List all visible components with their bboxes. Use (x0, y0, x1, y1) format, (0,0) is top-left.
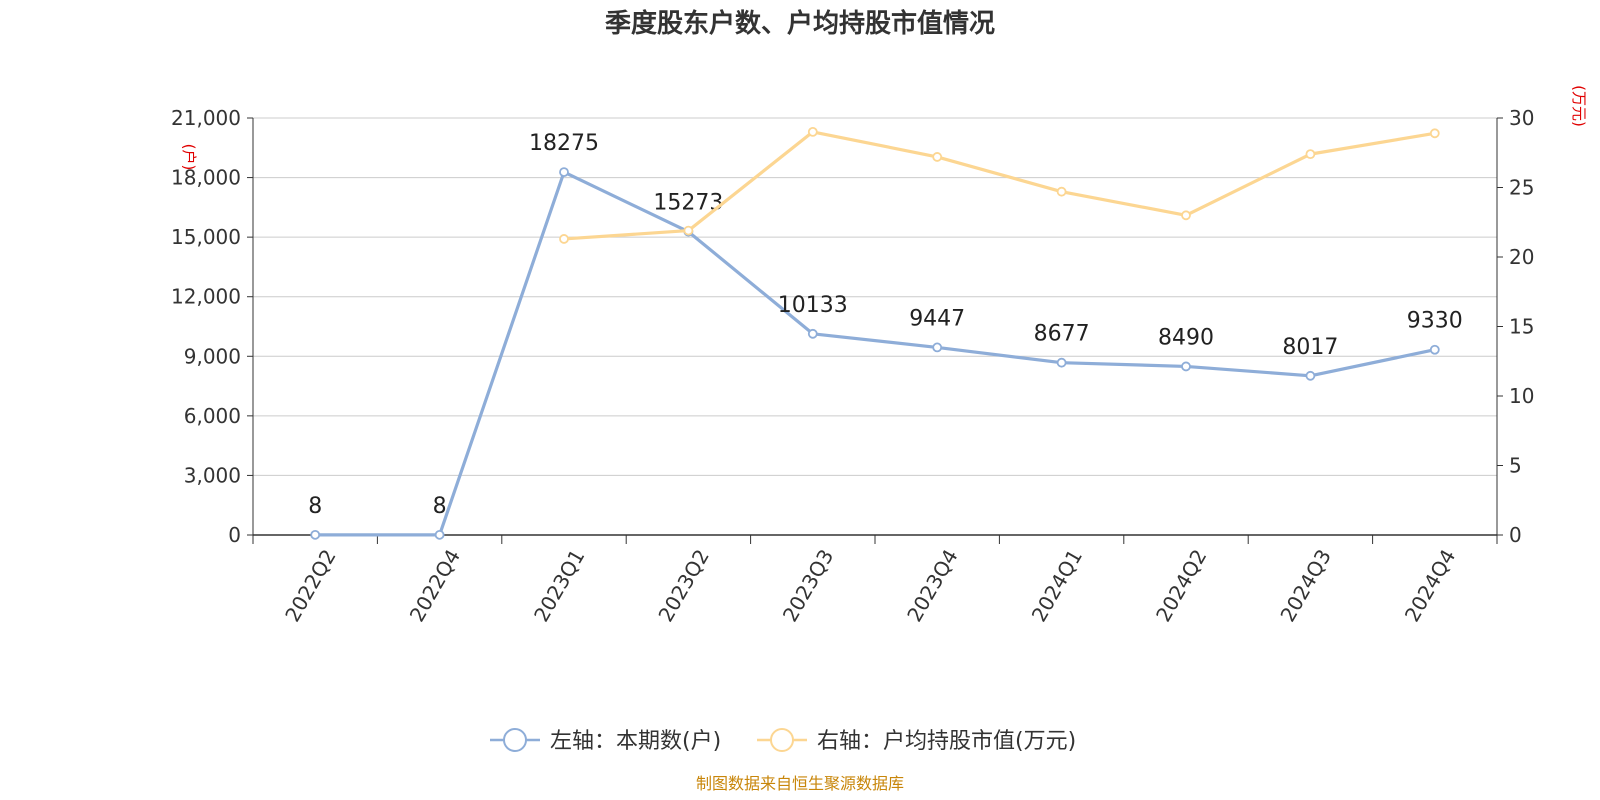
legend-item-1[interactable]: 左轴：本期数(户) (490, 728, 721, 754)
chart-title: 季度股东户数、户均持股市值情况 (605, 8, 995, 39)
right-tick-label: 20 (1509, 245, 1534, 269)
x-tick-label: 2024Q3 (1275, 545, 1335, 626)
x-tick-label: 2023Q2 (653, 545, 713, 626)
x-tick-label: 2024Q4 (1400, 545, 1460, 626)
right-tick-label: 30 (1509, 106, 1534, 130)
data-label: 18275 (529, 131, 599, 156)
data-label: 8677 (1034, 322, 1090, 347)
right-tick-label: 0 (1509, 523, 1522, 547)
x-tick-label: 2023Q1 (529, 545, 589, 626)
series-2-point (807, 126, 818, 137)
source-note: 制图数据来自恒生聚源数据库 (696, 774, 904, 793)
left-tick-label: 15,000 (171, 225, 241, 249)
series-1-point (807, 328, 818, 339)
legend-label: 右轴：户均持股市值(万元) (817, 729, 1076, 754)
series-2-line (563, 130, 1436, 241)
legend-marker (503, 728, 527, 752)
data-label: 8 (308, 494, 322, 519)
right-tick-label: 15 (1509, 315, 1534, 339)
series-2-point (683, 225, 694, 236)
series-1-point (434, 529, 445, 540)
right-tick-label: 5 (1509, 454, 1522, 478)
left-tick-label: 18,000 (171, 166, 241, 190)
series-2-point (1181, 210, 1191, 221)
series-1-point (1305, 370, 1316, 381)
left-tick-label: 3,000 (184, 463, 241, 487)
series-2-point (559, 234, 569, 244)
data-label: 9330 (1407, 309, 1463, 334)
data-label: 8 (433, 494, 447, 519)
x-tick-label: 2024Q1 (1027, 545, 1087, 626)
x-tick-label: 2024Q2 (1151, 545, 1211, 626)
left-tick-label: 12,000 (171, 285, 241, 309)
right-tick-label: 10 (1509, 384, 1534, 408)
data-label: 10133 (778, 293, 848, 318)
series-2 (559, 126, 1440, 244)
legend-marker (770, 728, 794, 752)
series-1-point (1056, 357, 1067, 368)
x-tick-label: 2022Q4 (405, 545, 465, 626)
series-1-point (559, 167, 569, 178)
left-axis-unit: (户) (180, 144, 198, 171)
series-2-point (1056, 186, 1067, 197)
grid-lines (253, 117, 1497, 476)
left-tick-label: 6,000 (184, 404, 241, 428)
left-tick-label: 21,000 (171, 106, 241, 130)
right-axis-unit: (万元) (1570, 85, 1588, 127)
series-2-point (932, 152, 943, 162)
series-1-point (1181, 361, 1191, 372)
series-2-point (1305, 149, 1316, 160)
legend-label: 左轴：本期数(户) (550, 729, 721, 754)
series-1-point (1429, 344, 1440, 355)
series-1-point (310, 529, 321, 540)
axes: 0 3,000 6,000 9,000 12,000 15,000 18,000 21,000… (171, 106, 1534, 626)
legend-item-2[interactable]: 右轴：户均持股市值(万元) (757, 728, 1076, 754)
data-label: 8017 (1282, 335, 1338, 360)
series-1-point (932, 342, 943, 353)
right-tick-label: 25 (1509, 176, 1534, 200)
legend[interactable]: 左轴：本期数(户) 右轴：户均持股市值(万元) (490, 728, 1076, 754)
left-tick-label: 9,000 (184, 344, 241, 368)
x-tick-label: 2023Q4 (902, 545, 962, 626)
x-tick-label: 2022Q2 (280, 545, 340, 626)
series-2-point (1429, 128, 1440, 139)
x-tick-label: 2023Q3 (778, 545, 838, 626)
left-tick-label: 0 (228, 523, 241, 547)
series-1-line (315, 170, 1436, 537)
data-label: 9447 (909, 306, 965, 331)
data-label: 8490 (1158, 325, 1214, 350)
